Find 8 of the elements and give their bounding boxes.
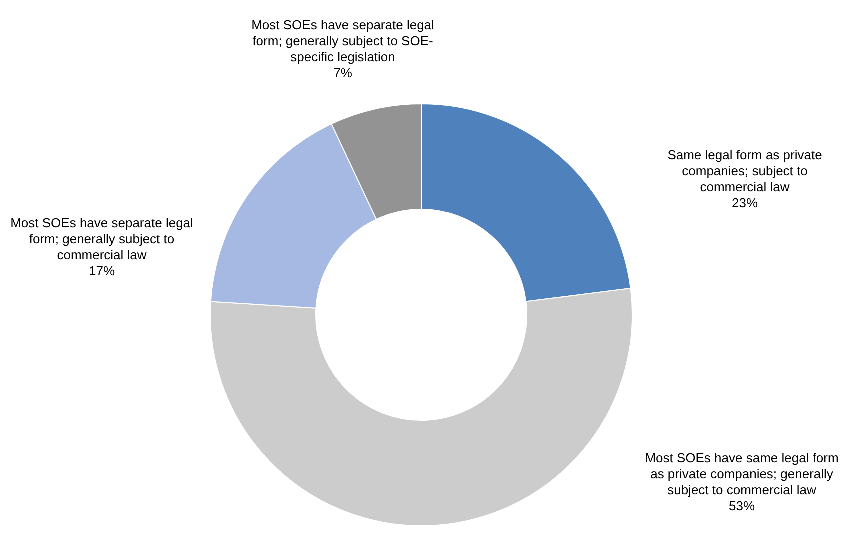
data-label: 17% [88, 264, 116, 279]
slice-label: Same legal form as private companies; subject to commercial law [668, 148, 822, 195]
slice-label: Most SOEs have separate legal form; generally subject to SOE-specific legislation [252, 18, 435, 65]
data-label: 7% [334, 66, 353, 81]
data-label: 23% [732, 196, 758, 211]
slice-label: Most SOEs have separate legal form; generally subject to commercial law [10, 216, 194, 263]
slice-label: Most SOEs have same legal form as private companies; generally subject to commercial law [645, 450, 839, 498]
data-label: 53% [728, 498, 756, 514]
